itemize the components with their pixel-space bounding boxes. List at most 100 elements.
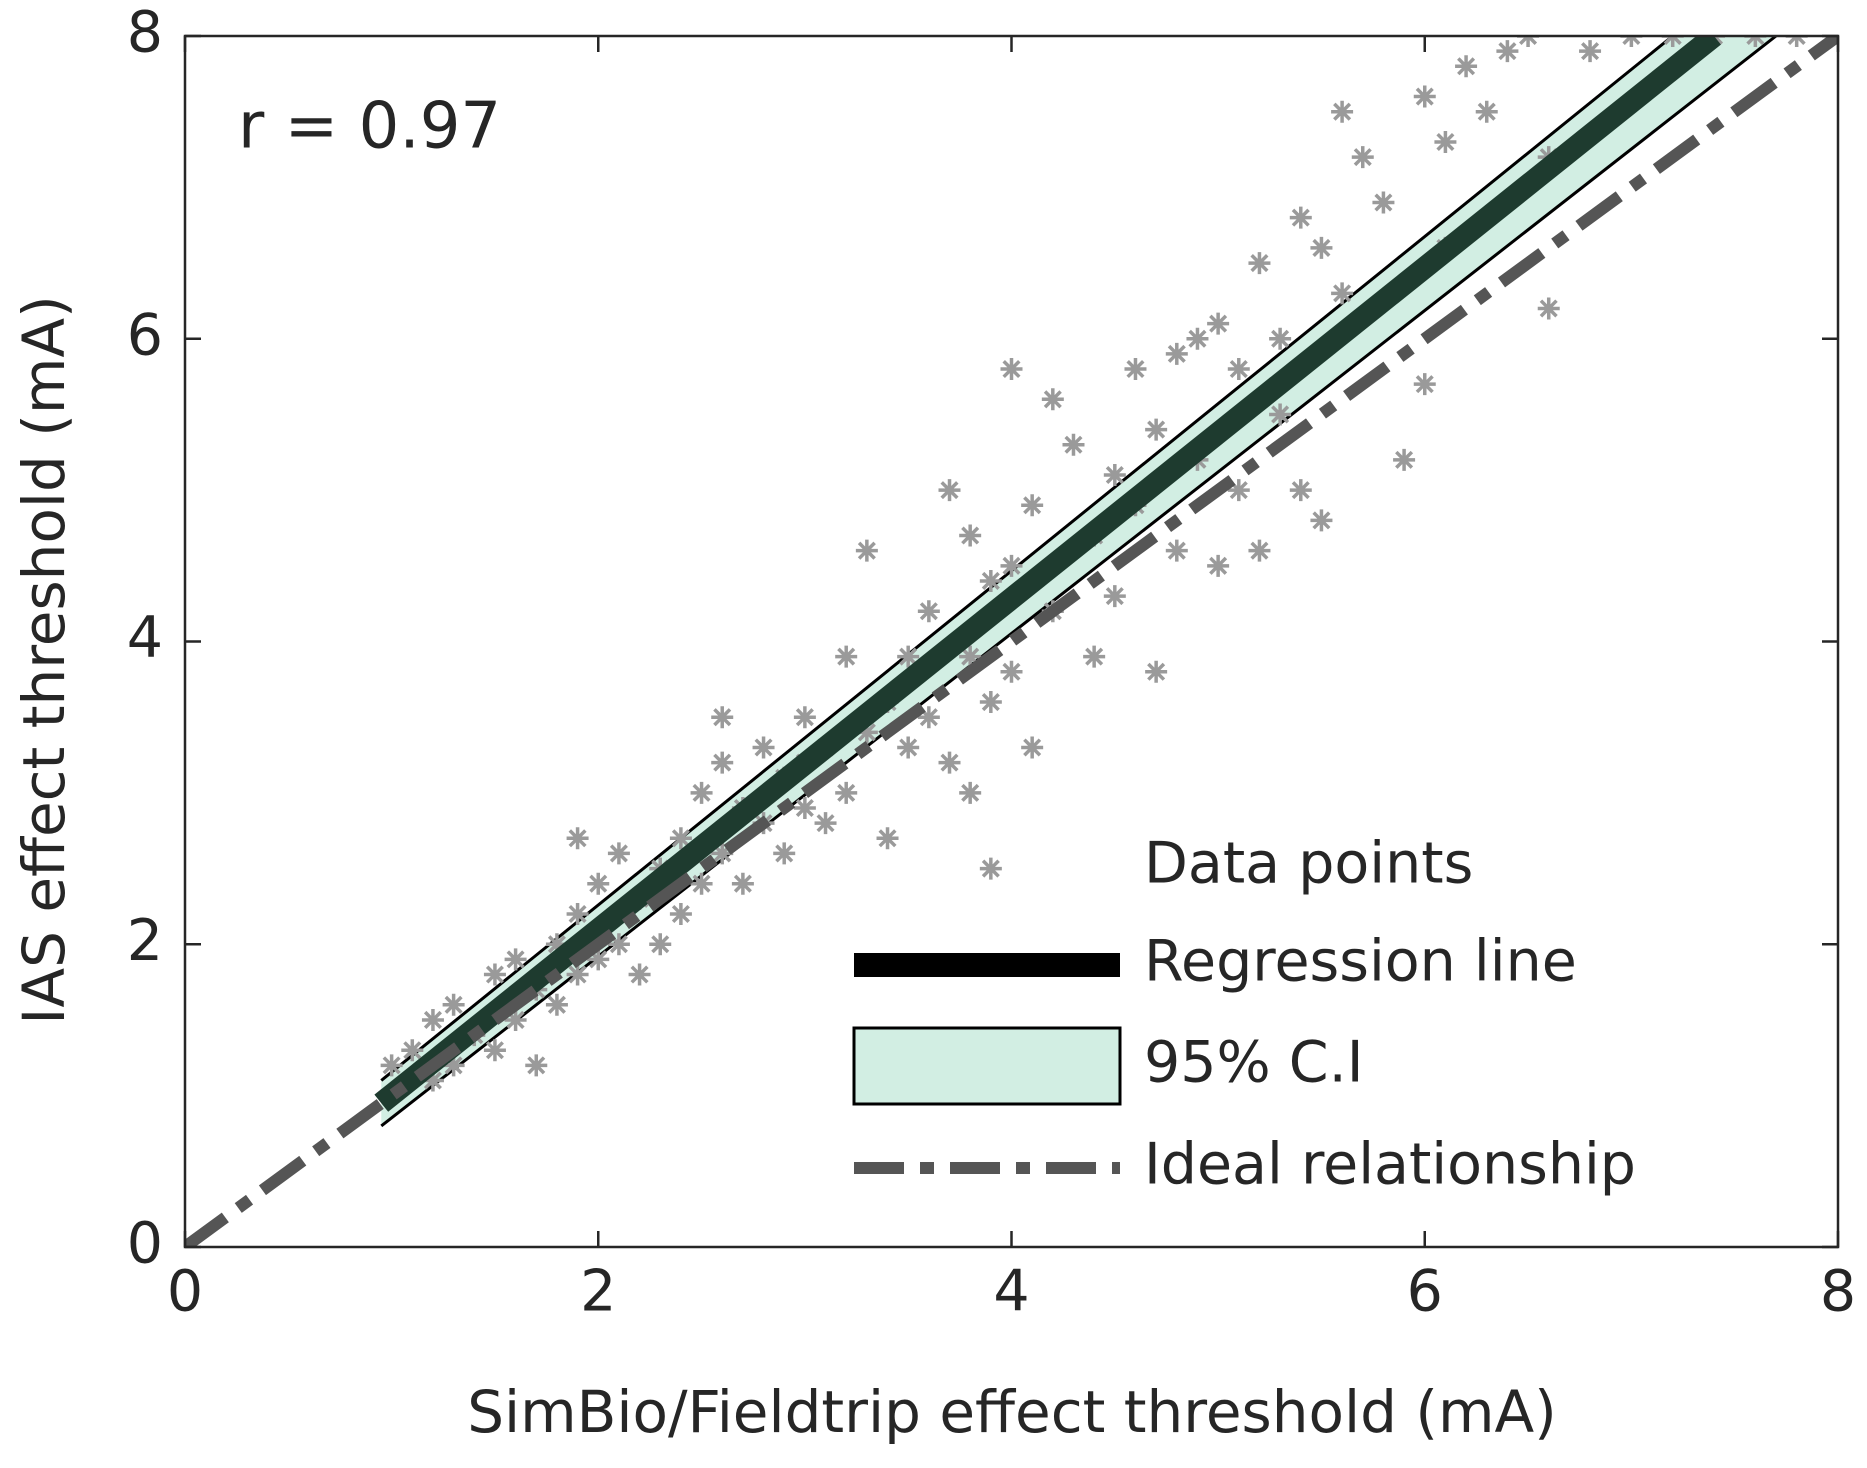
data-point [1145, 660, 1168, 683]
data-point [607, 933, 630, 956]
data-point [793, 797, 816, 820]
data-point [1227, 479, 1250, 502]
data-point [793, 706, 816, 729]
data-point [1124, 358, 1147, 381]
data-point [1310, 236, 1333, 259]
data-point [1310, 509, 1333, 532]
data-point [669, 902, 692, 925]
data-point [897, 645, 920, 668]
data-point [1227, 358, 1250, 381]
data-point [545, 993, 568, 1016]
data-point [587, 948, 610, 971]
data-point [483, 963, 506, 986]
annotation: r = 0.97 [238, 90, 501, 164]
data-point [731, 872, 754, 895]
y-tick-label: 0 [127, 1211, 163, 1277]
data-point [669, 827, 692, 850]
data-point [1083, 645, 1106, 668]
data-point [1413, 85, 1436, 108]
ideal-line [185, 36, 1838, 1247]
data-point [1207, 554, 1230, 577]
data-point [1041, 388, 1064, 411]
legend-label: Ideal relationship [1144, 1132, 1636, 1198]
data-point [1269, 327, 1292, 350]
data-point [525, 1054, 548, 1077]
data-point [421, 1069, 444, 1092]
data-point [979, 691, 1002, 714]
data-point [1000, 554, 1023, 577]
data-point [959, 645, 982, 668]
x-tick-label: 4 [993, 1259, 1029, 1325]
data-point [1413, 373, 1436, 396]
data-point [1351, 146, 1374, 169]
data-point [711, 842, 734, 865]
data-point [1455, 55, 1478, 78]
data-point [835, 781, 858, 804]
data-point [1248, 539, 1271, 562]
data-point [1145, 418, 1168, 441]
data-point [1393, 448, 1416, 471]
data-point [1579, 40, 1602, 63]
data-point [959, 524, 982, 547]
legend-swatch [852, 1026, 1122, 1106]
data-point [587, 872, 610, 895]
regression-line [374, 36, 1721, 1112]
data-point [566, 902, 589, 925]
legend-label: Data points [1144, 831, 1473, 897]
data-point [1331, 282, 1354, 305]
data-point [566, 827, 589, 850]
data-point [835, 645, 858, 668]
data-point [938, 479, 961, 502]
ci-upper [380, 36, 1674, 1082]
x-tick-label: 2 [580, 1259, 616, 1325]
data-point [1269, 403, 1292, 426]
data-point [1103, 463, 1126, 486]
legend-label: 95% C.I [1144, 1030, 1364, 1096]
data-point [1021, 736, 1044, 759]
legend-label: Regression line [1144, 929, 1577, 995]
data-point [1000, 660, 1023, 683]
data-point [855, 721, 878, 744]
data-point [979, 569, 1002, 592]
data-point [649, 933, 672, 956]
data-point [566, 963, 589, 986]
y-tick-label: 4 [127, 605, 163, 671]
data-point [917, 600, 940, 623]
y-tick-label: 2 [127, 908, 163, 974]
data-point [1372, 191, 1395, 214]
data-point [897, 736, 920, 759]
plot [185, 36, 1838, 1247]
data-point [1248, 252, 1271, 275]
y-tick-label: 8 [127, 0, 163, 66]
data-point [1537, 297, 1560, 320]
y-axis-label: IAS effect threshold (mA) [10, 295, 78, 1024]
data-point [607, 842, 630, 865]
x-axis-label: SimBio/Fieldtrip effect threshold (mA) [467, 1378, 1557, 1446]
data-point [421, 1008, 444, 1031]
data-point [773, 842, 796, 865]
data-point [628, 963, 651, 986]
data-point [1062, 433, 1085, 456]
data-point [1021, 494, 1044, 517]
data-point [876, 827, 899, 850]
data-point [1289, 479, 1312, 502]
data-point [690, 872, 713, 895]
data-point [1186, 327, 1209, 350]
data-point [1165, 342, 1188, 365]
data-point [1165, 539, 1188, 562]
data-point [442, 1054, 465, 1077]
data-point [1475, 100, 1498, 123]
data-point [504, 948, 527, 971]
data-point [442, 993, 465, 1016]
data-point [711, 751, 734, 774]
data-point [380, 1054, 403, 1077]
data-point [711, 706, 734, 729]
data-point [917, 706, 940, 729]
x-tick-label: 8 [1820, 1259, 1856, 1325]
data-point [979, 857, 1002, 880]
data-point [752, 736, 775, 759]
data-point [1207, 312, 1230, 335]
data-point [690, 781, 713, 804]
data-point [1103, 585, 1126, 608]
